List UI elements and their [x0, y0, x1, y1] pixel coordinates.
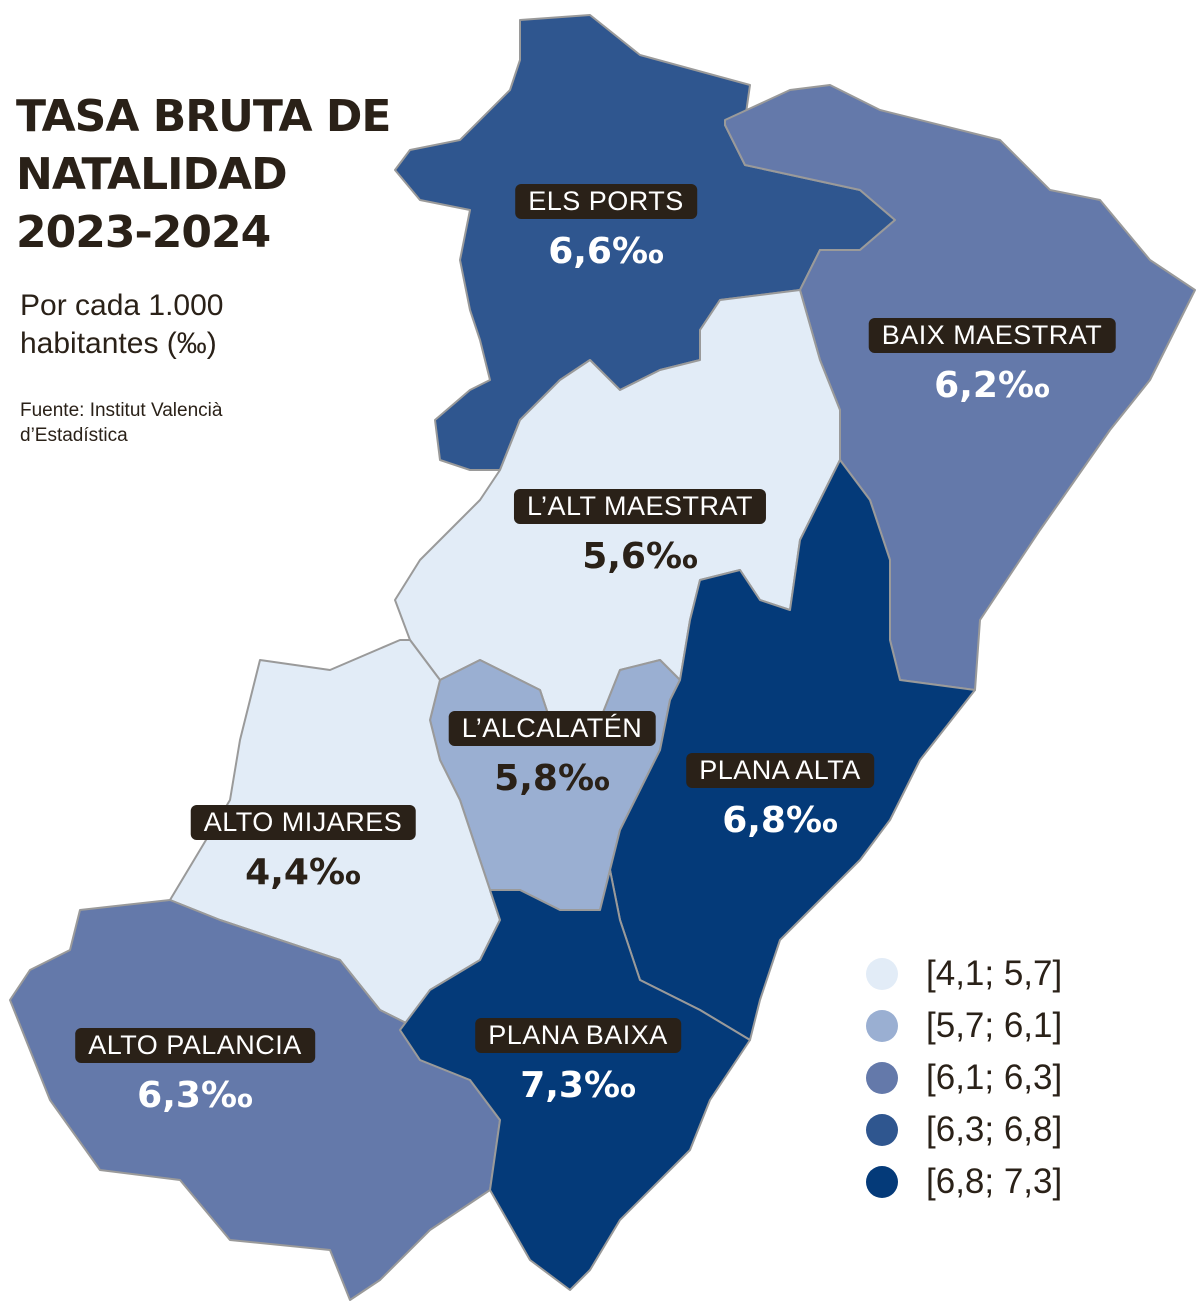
- legend-item: [6,3; 6,8]: [866, 1104, 1062, 1156]
- subtitle-line: Por cada 1.000: [20, 289, 224, 322]
- region-name: ALTO MIJARES: [190, 805, 416, 840]
- source-line: Fuente: Institut Valencià: [20, 400, 223, 421]
- region-name: L’ALT MAESTRAT: [513, 489, 767, 524]
- region-plana-baixa: [399, 869, 751, 1291]
- map-title: TASA BRUTA DE NATALIDAD 2023-2024: [16, 88, 391, 262]
- title-line: 2023-2024: [16, 207, 271, 258]
- region-name: ELS PORTS: [515, 184, 697, 219]
- region-value: 6,6‰: [548, 231, 664, 272]
- legend-label: [4,1; 5,7]: [926, 954, 1063, 993]
- region-value: 6,3‰: [137, 1075, 253, 1116]
- source-line: d’Estadística: [20, 425, 128, 446]
- legend-label: [6,1; 6,3]: [926, 1058, 1063, 1097]
- region-name: ALTO PALANCIA: [75, 1028, 315, 1063]
- region-label: PLANA BAIXA 7,3‰: [475, 1018, 681, 1106]
- region-value: 5,6‰: [582, 536, 698, 577]
- legend-item: [6,8; 7,3]: [866, 1156, 1062, 1208]
- region-name: PLANA BAIXA: [475, 1018, 681, 1053]
- legend-swatch: [866, 1010, 898, 1042]
- region-label: ALTO MIJARES 4,4‰: [190, 805, 416, 893]
- region-label: BAIX MAESTRAT 6,2‰: [868, 318, 1116, 406]
- map-subtitle: Por cada 1.000 habitantes (‰): [20, 287, 223, 363]
- legend-swatch: [866, 1114, 898, 1146]
- title-line: NATALIDAD: [16, 149, 288, 200]
- legend-swatch: [866, 1062, 898, 1094]
- legend-item: [4,1; 5,7]: [866, 948, 1062, 1000]
- region-value: 6,8‰: [722, 800, 838, 841]
- region-alto-palancia: [9, 899, 501, 1301]
- legend-label: [6,8; 7,3]: [926, 1162, 1063, 1201]
- legend-item: [5,7; 6,1]: [866, 1000, 1062, 1052]
- region-name: BAIX MAESTRAT: [868, 318, 1116, 353]
- region-value: 6,2‰: [934, 365, 1050, 406]
- region-name: PLANA ALTA: [686, 753, 874, 788]
- region-label: ALTO PALANCIA 6,3‰: [75, 1028, 315, 1116]
- region-value: 7,3‰: [520, 1065, 636, 1106]
- source-note: Fuente: Institut Valencià d’Estadística: [20, 398, 222, 448]
- legend-label: [6,3; 6,8]: [926, 1110, 1063, 1149]
- legend-label: [5,7; 6,1]: [926, 1006, 1063, 1045]
- region-label: ELS PORTS 6,6‰: [515, 184, 697, 272]
- region-label: L’ALT MAESTRAT 5,6‰: [513, 489, 767, 577]
- region-name: L’ALCALATÉN: [448, 711, 656, 746]
- legend-swatch: [866, 958, 898, 990]
- legend-item: [6,1; 6,3]: [866, 1052, 1062, 1104]
- subtitle-line: habitantes (‰): [20, 327, 217, 360]
- legend: [4,1; 5,7] [5,7; 6,1] [6,1; 6,3] [6,3; 6…: [866, 948, 1062, 1208]
- title-line: TASA BRUTA DE: [16, 91, 391, 142]
- region-label: L’ALCALATÉN 5,8‰: [448, 711, 656, 799]
- region-label: PLANA ALTA 6,8‰: [686, 753, 874, 841]
- region-value: 5,8‰: [494, 758, 610, 799]
- region-value: 4,4‰: [245, 852, 361, 893]
- legend-swatch: [866, 1166, 898, 1198]
